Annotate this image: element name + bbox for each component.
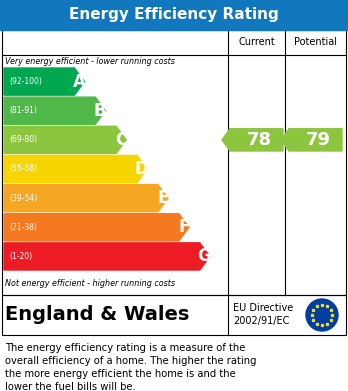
- Polygon shape: [4, 185, 168, 212]
- Text: Current: Current: [238, 37, 275, 47]
- Text: 2002/91/EC: 2002/91/EC: [233, 316, 290, 326]
- Text: (1-20): (1-20): [9, 252, 32, 261]
- Text: Not energy efficient - higher running costs: Not energy efficient - higher running co…: [5, 280, 175, 289]
- Text: A: A: [72, 73, 85, 91]
- Text: (92-100): (92-100): [9, 77, 42, 86]
- Text: The energy efficiency rating is a measure of the: The energy efficiency rating is a measur…: [5, 343, 245, 353]
- Text: (21-38): (21-38): [9, 223, 37, 232]
- Polygon shape: [4, 243, 210, 270]
- Text: D: D: [134, 160, 148, 178]
- Text: Potential: Potential: [294, 37, 337, 47]
- Polygon shape: [4, 97, 105, 124]
- Ellipse shape: [306, 299, 338, 331]
- Text: (81-91): (81-91): [9, 106, 37, 115]
- Text: Energy Efficiency Rating: Energy Efficiency Rating: [69, 7, 279, 23]
- Text: overall efficiency of a home. The higher the rating: overall efficiency of a home. The higher…: [5, 356, 256, 366]
- Polygon shape: [4, 126, 126, 153]
- Text: Very energy efficient - lower running costs: Very energy efficient - lower running co…: [5, 57, 175, 66]
- Text: EU Directive: EU Directive: [233, 303, 293, 313]
- Text: lower the fuel bills will be.: lower the fuel bills will be.: [5, 382, 136, 391]
- Text: (39-54): (39-54): [9, 194, 37, 203]
- Text: E: E: [158, 189, 169, 207]
- Text: B: B: [94, 102, 106, 120]
- Polygon shape: [4, 214, 189, 241]
- Bar: [0, 0, 348, 30]
- Bar: [2, 295, 346, 335]
- Text: England & Wales: England & Wales: [5, 305, 189, 325]
- Text: the more energy efficient the home is and the: the more energy efficient the home is an…: [5, 369, 236, 379]
- Bar: [2, 30, 346, 295]
- Text: F: F: [179, 218, 190, 236]
- Polygon shape: [222, 129, 283, 151]
- Text: (55-68): (55-68): [9, 165, 37, 174]
- Text: 78: 78: [247, 131, 272, 149]
- Text: (69-80): (69-80): [9, 135, 37, 144]
- Polygon shape: [281, 129, 342, 151]
- Text: 79: 79: [306, 131, 331, 149]
- Polygon shape: [4, 156, 147, 183]
- Text: C: C: [115, 131, 127, 149]
- Polygon shape: [4, 68, 85, 95]
- Text: G: G: [197, 248, 211, 265]
